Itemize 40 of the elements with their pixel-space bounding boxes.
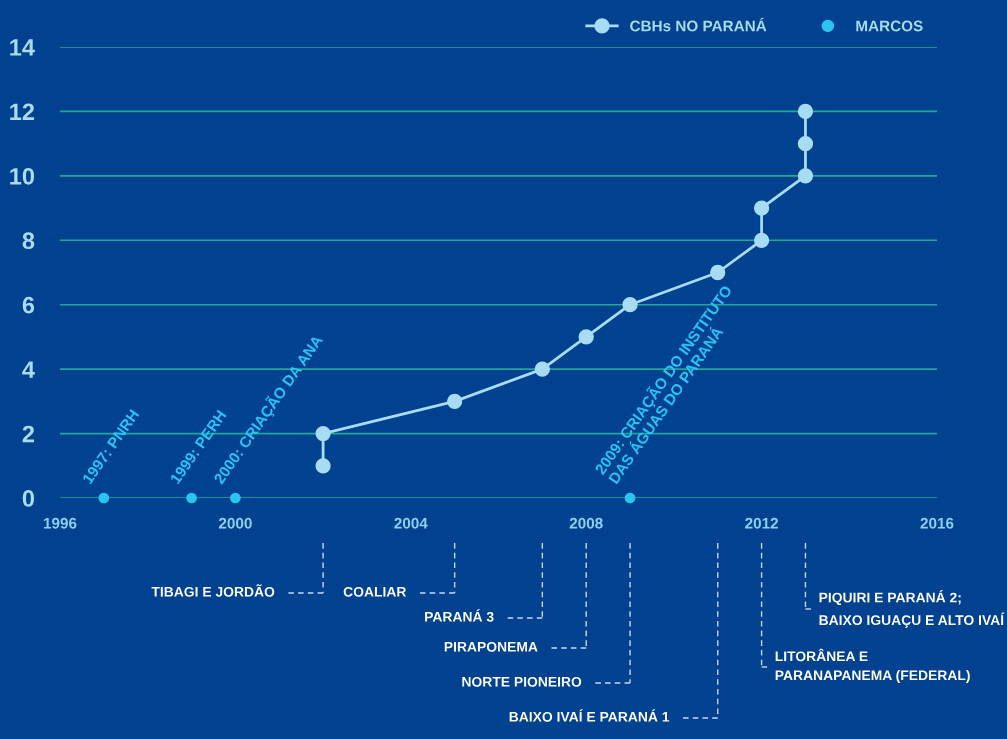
point	[624, 492, 636, 504]
point	[447, 393, 463, 409]
y-tick-label: 2	[22, 425, 35, 443]
point	[797, 103, 814, 120]
point	[710, 264, 726, 281]
y-tick-label: 14	[10, 39, 35, 56]
x-tick-label: 2008	[569, 517, 603, 529]
point	[230, 492, 241, 504]
legend-label: MARCOS	[856, 20, 923, 32]
point	[534, 361, 550, 377]
x-tick-label: 2012	[745, 517, 778, 529]
text: PIRAPONEMA	[444, 641, 538, 652]
point	[315, 425, 331, 442]
text: NORTE PIONEIRO	[462, 676, 582, 687]
text: BAIXO IVAÍ E PARANÁ 1	[509, 709, 670, 722]
point	[98, 492, 110, 504]
y-tick-label: 6	[22, 296, 35, 314]
text: COALIAR	[343, 586, 407, 597]
point	[797, 136, 814, 152]
y-tick-label: 10	[10, 167, 35, 185]
x-tick-label: 1996	[43, 517, 77, 529]
point	[578, 329, 594, 345]
text: TIBAGI E JORDÃO	[151, 584, 275, 597]
x-tick-label: 2004	[394, 517, 428, 529]
point	[797, 168, 814, 184]
y-tick-label: 8	[22, 232, 35, 250]
y-tick-label: 12	[10, 103, 35, 120]
y-tick-label: 0	[22, 490, 35, 507]
x-tick-label: 2016	[920, 517, 954, 529]
point	[753, 232, 770, 248]
text: PARANÁ 3	[425, 609, 494, 622]
x-tick-label: 2000	[218, 517, 252, 529]
point	[186, 492, 197, 504]
legend-label: CBHs NO PARANÁ	[630, 17, 767, 32]
text: PIQUIRI E PARANÁ 2; BAIXO IGUAÇU E ALTO IVAÍ	[819, 590, 1005, 628]
point	[622, 297, 638, 313]
text: LITORÂNEA E PARANAPANEMA (FEDERAL)	[775, 648, 970, 683]
y-tick-label: 4	[22, 361, 35, 378]
point	[315, 458, 331, 474]
point	[753, 200, 770, 216]
